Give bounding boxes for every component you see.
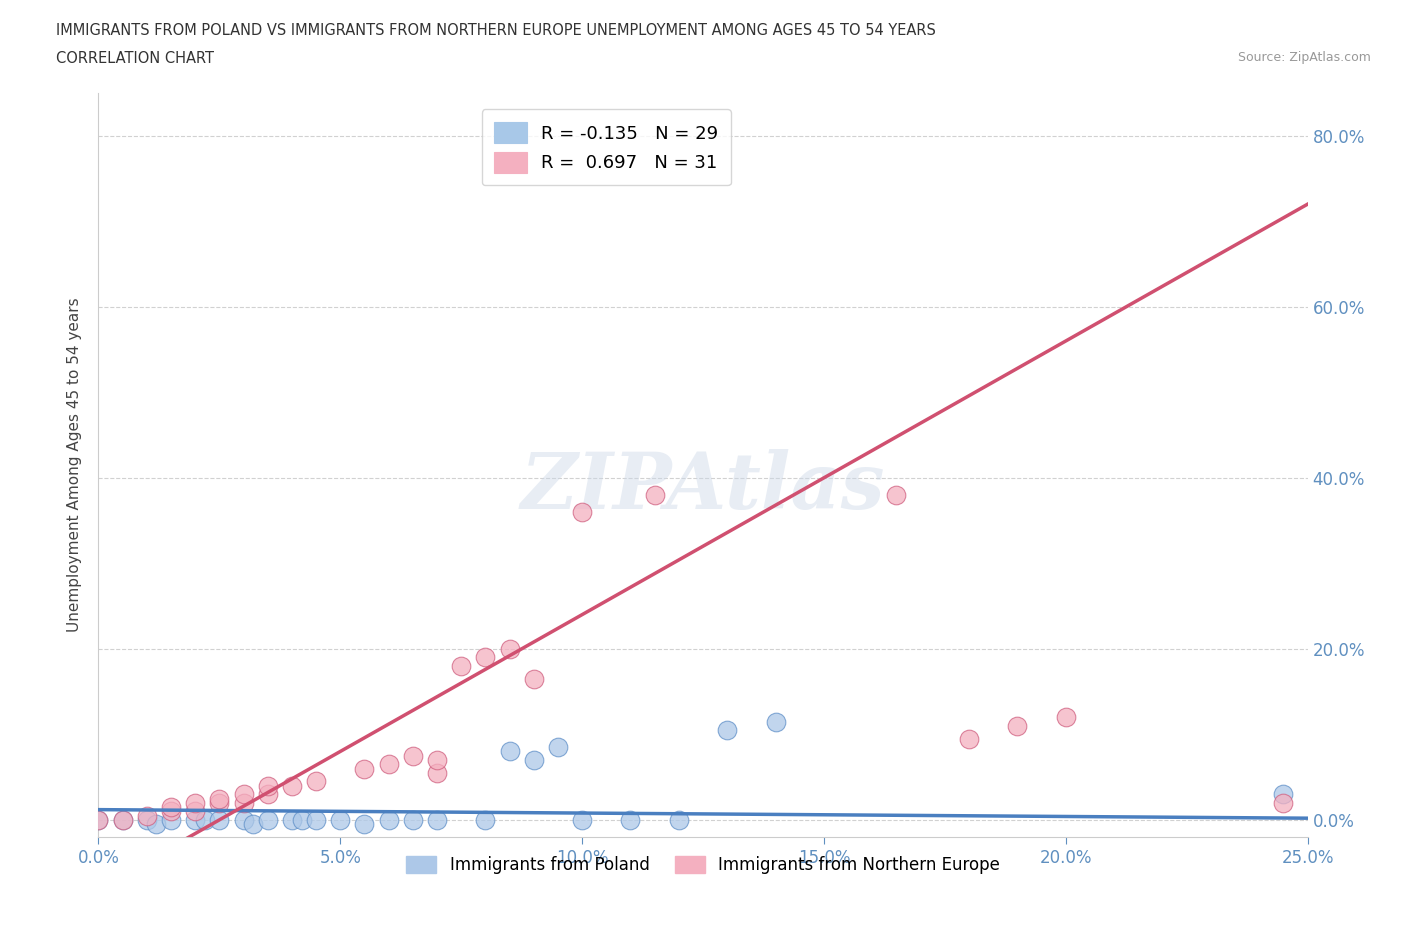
Point xyxy=(1054,710,1077,724)
Point xyxy=(208,795,231,810)
Point xyxy=(281,813,304,828)
Point xyxy=(232,787,254,802)
Point xyxy=(765,714,787,729)
Point xyxy=(281,778,304,793)
Point xyxy=(232,813,254,828)
Point xyxy=(305,813,328,828)
Text: IMMIGRANTS FROM POLAND VS IMMIGRANTS FROM NORTHERN EUROPE UNEMPLOYMENT AMONG AGE: IMMIGRANTS FROM POLAND VS IMMIGRANTS FRO… xyxy=(56,23,936,38)
Point xyxy=(208,791,231,806)
Point xyxy=(426,752,449,767)
Point xyxy=(290,813,312,828)
Point xyxy=(256,778,278,793)
Point xyxy=(547,739,569,754)
Point xyxy=(1007,718,1029,733)
Point xyxy=(426,765,449,780)
Point xyxy=(160,813,183,828)
Point xyxy=(571,813,593,828)
Point xyxy=(305,774,328,789)
Point xyxy=(402,813,425,828)
Point xyxy=(160,800,183,815)
Point xyxy=(450,658,472,673)
Text: CORRELATION CHART: CORRELATION CHART xyxy=(56,51,214,66)
Point xyxy=(523,671,546,686)
Point xyxy=(619,813,641,828)
Point xyxy=(184,813,207,828)
Point xyxy=(232,795,254,810)
Point xyxy=(184,804,207,818)
Point xyxy=(135,808,157,823)
Point xyxy=(87,813,110,828)
Y-axis label: Unemployment Among Ages 45 to 54 years: Unemployment Among Ages 45 to 54 years xyxy=(67,298,83,632)
Point xyxy=(160,804,183,818)
Point xyxy=(353,761,375,776)
Point xyxy=(474,813,496,828)
Legend: Immigrants from Poland, Immigrants from Northern Europe: Immigrants from Poland, Immigrants from … xyxy=(399,849,1007,881)
Point xyxy=(474,650,496,665)
Point xyxy=(957,731,980,746)
Point xyxy=(87,813,110,828)
Text: Source: ZipAtlas.com: Source: ZipAtlas.com xyxy=(1237,51,1371,64)
Point xyxy=(194,813,217,828)
Point xyxy=(1272,787,1295,802)
Point xyxy=(184,795,207,810)
Point xyxy=(377,757,399,772)
Point xyxy=(426,813,449,828)
Point xyxy=(644,487,666,502)
Point xyxy=(498,744,520,759)
Point xyxy=(111,813,134,828)
Point xyxy=(716,723,738,737)
Point xyxy=(242,817,264,831)
Point xyxy=(208,813,231,828)
Point xyxy=(111,813,134,828)
Point xyxy=(1272,795,1295,810)
Point xyxy=(329,813,352,828)
Point xyxy=(886,487,908,502)
Point xyxy=(571,505,593,520)
Point xyxy=(402,749,425,764)
Point xyxy=(135,813,157,828)
Point xyxy=(668,813,690,828)
Point xyxy=(353,817,375,831)
Point xyxy=(498,642,520,657)
Point xyxy=(256,813,278,828)
Point xyxy=(523,752,546,767)
Point xyxy=(145,817,167,831)
Text: ZIPAtlas: ZIPAtlas xyxy=(520,449,886,525)
Point xyxy=(256,787,278,802)
Point xyxy=(377,813,399,828)
